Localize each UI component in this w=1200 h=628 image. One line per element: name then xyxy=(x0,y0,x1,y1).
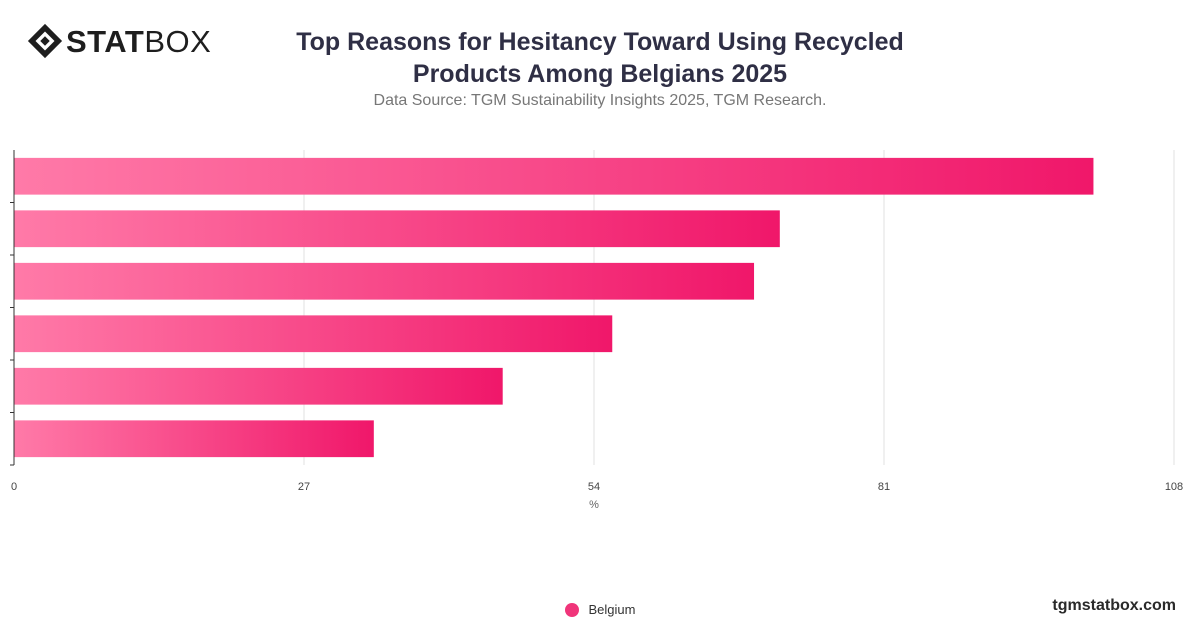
bars xyxy=(14,157,1094,458)
statbox-logo: STATBOX xyxy=(26,22,211,60)
x-tick-label-3: 81 xyxy=(878,481,890,493)
grid-lines xyxy=(303,150,1175,465)
bar-4[interactable] xyxy=(14,367,503,405)
legend-label-belgium: Belgium xyxy=(588,602,636,617)
bar-0[interactable] xyxy=(14,157,1094,195)
statbox-diamond-icon xyxy=(27,23,63,59)
legend-dot-belgium xyxy=(564,602,579,617)
x-tick-label-4: 108 xyxy=(1165,481,1183,493)
x-tick-label-0: 0 xyxy=(11,481,17,493)
logo-text: STATBOX xyxy=(66,23,212,59)
bar-chart: 0 27 54 81 108 % xyxy=(10,150,1183,511)
axes: 0 27 54 81 108 xyxy=(10,150,1183,493)
bar-1[interactable] xyxy=(14,210,780,248)
watermark: tgmstatbox.com xyxy=(1052,597,1176,614)
chart-title: Top Reasons for Hesitancy Toward Using R… xyxy=(296,28,904,88)
bar-2[interactable] xyxy=(14,262,755,300)
bar-3[interactable] xyxy=(14,315,613,353)
x-axis-label: % xyxy=(589,499,599,511)
bar-5[interactable] xyxy=(14,420,374,458)
x-tick-label-1: 27 xyxy=(298,481,310,493)
x-tick-label-2: 54 xyxy=(588,481,600,493)
legend[interactable]: Belgium xyxy=(0,602,1200,617)
chart-subtitle: Data Source: TGM Sustainability Insights… xyxy=(373,92,827,109)
